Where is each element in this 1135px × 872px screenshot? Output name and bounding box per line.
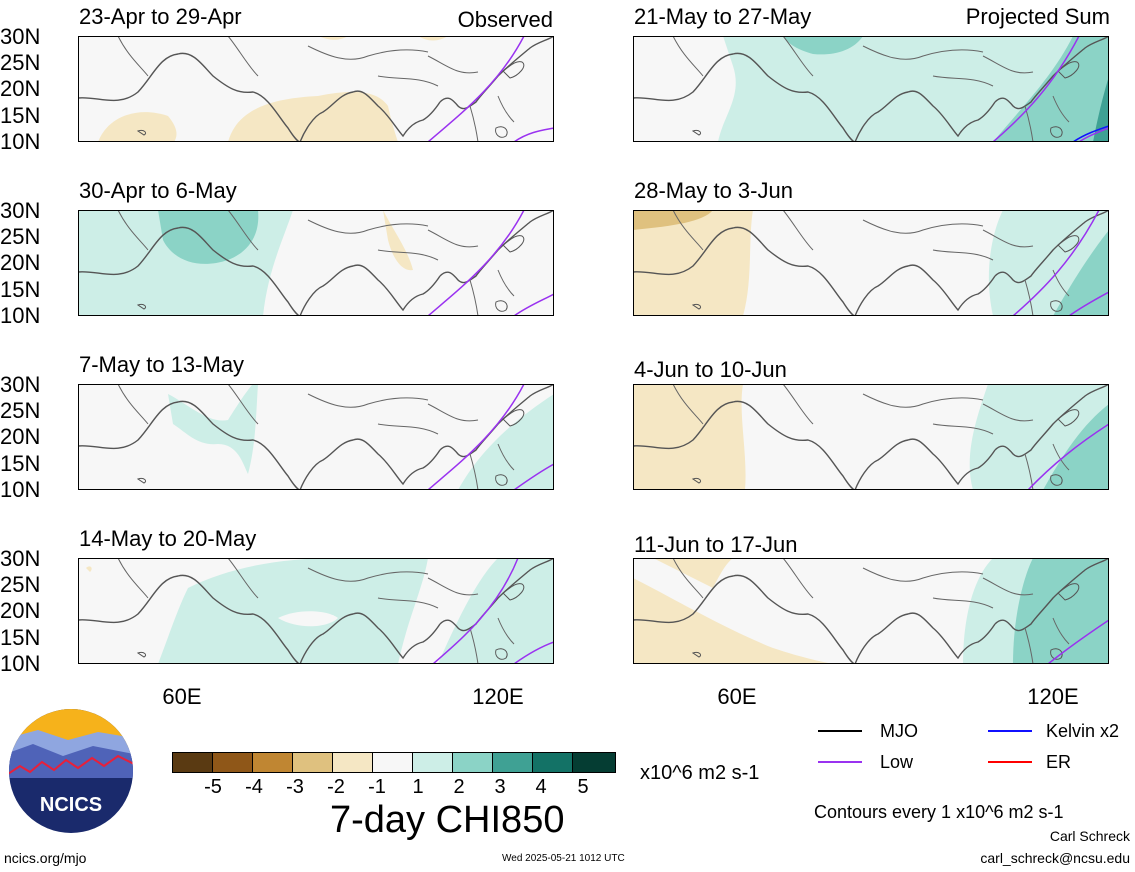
legend-line-mjo	[818, 730, 862, 732]
map-panel-3	[78, 384, 554, 490]
panel-title: 14-May to 20-May	[79, 526, 257, 551]
colorbar-tick: 5	[577, 776, 589, 798]
projected-label: Projected Sum	[965, 4, 1110, 29]
panel-title: 4-Jun to 10-Jun	[634, 357, 787, 382]
colorbar-swatch	[533, 753, 573, 772]
colorbar	[172, 752, 616, 773]
timestamp: Wed 2025-05-21 1012 UTC	[502, 853, 625, 864]
author-email: carl_schreck@ncsu.edu	[980, 850, 1130, 866]
y-tick-label: 25N	[0, 50, 41, 75]
x-tick-label: 60E	[162, 684, 202, 709]
legend-label: Low	[880, 752, 914, 772]
y-tick-label: 30N	[0, 372, 41, 397]
x-tick-label: 120E	[1027, 684, 1079, 709]
y-tick-label: 25N	[0, 224, 41, 249]
panel-title: 7-May to 13-May	[79, 352, 245, 377]
colorbar-swatch	[253, 753, 293, 772]
colorbar-tick: -2	[327, 776, 345, 798]
anomaly-map	[633, 384, 1109, 490]
map-panel-1	[78, 36, 554, 142]
colorbar-swatch	[293, 753, 333, 772]
url-text: ncics.org/mjo	[4, 850, 87, 866]
y-tick-label: 25N	[0, 398, 41, 423]
colorbar-tick: 3	[494, 776, 506, 798]
anomaly-map	[78, 558, 554, 664]
colorbar-tick: 2	[453, 776, 465, 798]
colorbar-swatch	[373, 753, 413, 772]
y-tick-label: 20N	[0, 424, 41, 449]
y-tick-label: 10N	[0, 651, 41, 676]
map-panel-7	[633, 384, 1109, 490]
x-tick-label: 120E	[472, 684, 524, 709]
legend-line-low	[818, 761, 862, 763]
map-panel-6	[633, 210, 1109, 316]
map-panel-4	[78, 558, 554, 664]
anomaly-map	[78, 210, 554, 316]
panel-title: 23-Apr to 29-Apr	[79, 4, 242, 29]
contour-note: Contours every 1 x10^6 m2 s-1	[814, 802, 1064, 822]
colorbar-tick: -4	[245, 776, 263, 798]
y-tick-label: 30N	[0, 24, 41, 49]
figure-title: 7-day CHI850	[330, 799, 565, 841]
colorbar-tick: 1	[412, 776, 424, 798]
anomaly-map	[633, 210, 1109, 316]
legend-label: ER	[1046, 752, 1072, 772]
colorbar-swatch	[453, 753, 493, 772]
panel-title: 30-Apr to 6-May	[79, 178, 237, 203]
y-tick-label: 20N	[0, 76, 41, 101]
y-tick-label: 30N	[0, 198, 41, 223]
y-tick-label: 15N	[0, 625, 41, 650]
map-panel-5	[633, 36, 1109, 142]
y-tick-label: 15N	[0, 277, 41, 302]
panel-title: 11-Jun to 17-Jun	[634, 532, 798, 557]
y-tick-label: 10N	[0, 477, 41, 502]
anomaly-map	[633, 36, 1109, 142]
map-panel-2	[78, 210, 554, 316]
y-tick-label: 10N	[0, 129, 41, 154]
x-tick-label: 60E	[717, 684, 757, 709]
colorbar-tick: -5	[204, 776, 222, 798]
author-name: Carl Schreck	[1049, 828, 1130, 844]
colorbar-tick: 4	[535, 776, 547, 798]
y-tick-label: 20N	[0, 250, 41, 275]
anomaly-map	[633, 558, 1109, 664]
observed-label: Observed	[457, 7, 553, 32]
colorbar-swatch	[493, 753, 533, 772]
colorbar-units: x10^6 m2 s-1	[640, 762, 760, 784]
y-tick-label: 15N	[0, 451, 41, 476]
y-tick-label: 25N	[0, 572, 41, 597]
y-tick-label: 20N	[0, 598, 41, 623]
anomaly-map	[78, 384, 554, 490]
y-tick-label: 15N	[0, 103, 41, 128]
colorbar-swatch	[573, 753, 615, 772]
colorbar-swatch	[213, 753, 253, 772]
colorbar-swatch	[333, 753, 373, 772]
legend-label: Kelvin x2	[1046, 721, 1120, 741]
colorbar-swatch	[173, 753, 213, 772]
legend-label: MJO	[880, 721, 918, 741]
colorbar-tick: -1	[368, 776, 386, 798]
y-tick-label: 10N	[0, 303, 41, 328]
colorbar-swatch	[413, 753, 453, 772]
colorbar-tick: -3	[286, 776, 304, 798]
y-tick-label: 30N	[0, 546, 41, 571]
logo-text: NCICS	[40, 794, 102, 816]
map-panel-8	[633, 558, 1109, 664]
legend-line-kelvin	[988, 730, 1032, 732]
panel-title: 28-May to 3-Jun	[634, 178, 793, 203]
legend-line-er	[988, 761, 1032, 763]
ncics-logo: NCICS	[8, 708, 134, 834]
anomaly-map	[78, 36, 554, 142]
panel-title: 21-May to 27-May	[634, 4, 812, 29]
